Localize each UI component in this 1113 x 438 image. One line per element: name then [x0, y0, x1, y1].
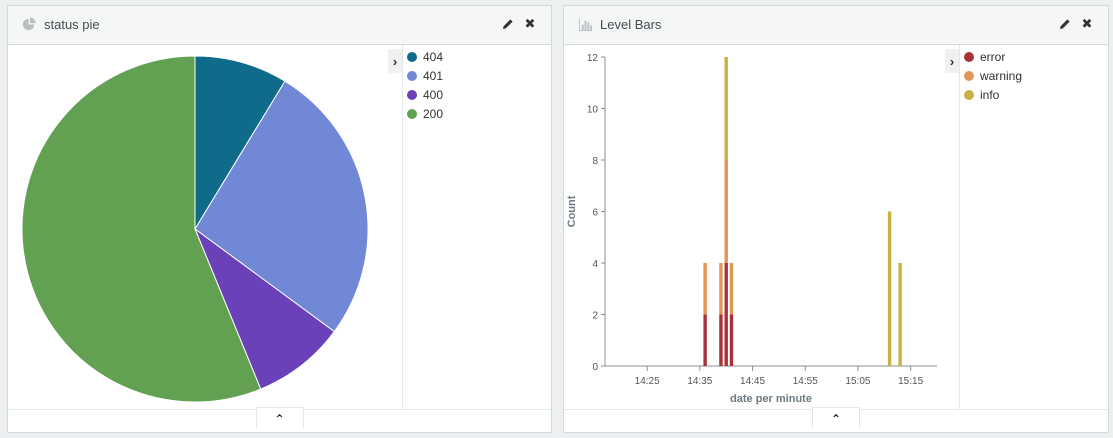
- legend-item[interactable]: 404: [407, 47, 443, 66]
- legend-label: warning: [980, 68, 1023, 83]
- legend-label: info: [980, 87, 1000, 102]
- legend-item[interactable]: info: [964, 85, 1022, 104]
- legend-dot: [407, 51, 417, 62]
- pie-chart-icon: [22, 17, 36, 31]
- legend-label: 404: [423, 49, 444, 64]
- bar-error[interactable]: [719, 314, 723, 367]
- panel-header: Level Bars ✖: [564, 6, 1108, 45]
- panel-body: 0 2 4 6 8 10 12 14:25 14:35 14:45 14:55 15:05 15:15 d…: [564, 45, 1108, 410]
- collapse-button[interactable]: ⌃: [255, 407, 304, 429]
- legend-item[interactable]: 400: [407, 85, 443, 104]
- level-bars-panel: Level Bars ✖ 0 2 4 6 8 10 12 14:25 14:35 14:45 14:…: [563, 5, 1109, 433]
- legend-item[interactable]: warning: [964, 66, 1022, 85]
- y-axis-label: Count: [566, 195, 578, 227]
- legend-dot: [407, 108, 417, 119]
- legend-toggle-button[interactable]: ›: [388, 49, 402, 73]
- panel-footer: ⌃: [8, 407, 551, 432]
- pie-slice-400[interactable]: [193, 227, 336, 390]
- legend: › 404 401 400 200: [388, 45, 551, 410]
- legend-dot: [407, 89, 417, 100]
- close-icon[interactable]: ✖: [1081, 16, 1093, 31]
- legend-dot: [407, 70, 417, 81]
- bar-warning[interactable]: [729, 263, 734, 315]
- pie-slice-404[interactable]: [194, 55, 286, 231]
- panel-body: › 404 401 400 200: [8, 45, 551, 410]
- x-tick-label: 14:25: [635, 376, 660, 387]
- legend-item[interactable]: error: [964, 47, 1022, 66]
- pie-chart: [21, 55, 369, 403]
- bar-warning[interactable]: [724, 160, 728, 263]
- bar-info[interactable]: [898, 263, 902, 366]
- panel-footer: ⌃: [564, 407, 1108, 432]
- pencil-icon[interactable]: [499, 15, 517, 33]
- legend: › error warning info: [945, 45, 1108, 410]
- y-tick-label: 0: [592, 362, 598, 373]
- y-tick-label: 2: [592, 311, 598, 322]
- legend-item[interactable]: 200: [407, 104, 443, 123]
- y-tick-label: 8: [592, 156, 598, 167]
- panel-title: status pie: [44, 17, 100, 32]
- legend-label: error: [980, 49, 1006, 64]
- legend-list: 404 401 400 200: [407, 47, 443, 123]
- x-tick-label: 14:35: [687, 376, 712, 387]
- legend-label: 200: [423, 106, 444, 121]
- y-tick-label: 4: [592, 259, 598, 270]
- y-tick-label: 6: [592, 208, 598, 219]
- bar-info[interactable]: [887, 211, 892, 367]
- panel-title: Level Bars: [600, 17, 662, 32]
- legend-item[interactable]: 401: [407, 66, 443, 85]
- pie-slice-200[interactable]: [21, 55, 262, 403]
- pie-slice-401[interactable]: [194, 80, 369, 333]
- y-tick-label: 10: [587, 105, 599, 116]
- x-axis-label: date per minute: [730, 393, 812, 405]
- legend-dot: [964, 70, 974, 81]
- close-icon[interactable]: ✖: [524, 16, 536, 31]
- legend-label: 400: [423, 87, 444, 102]
- x-tick-label: 15:15: [898, 376, 923, 387]
- panel-header: status pie ✖: [8, 6, 551, 45]
- bar-warning[interactable]: [719, 263, 723, 315]
- legend-dot: [964, 51, 974, 62]
- y-tick-label: 12: [587, 53, 599, 64]
- bar-error[interactable]: [703, 314, 707, 367]
- collapse-button[interactable]: ⌃: [812, 407, 860, 429]
- legend-list: error warning info: [964, 47, 1022, 104]
- legend-toggle-button[interactable]: ›: [945, 49, 959, 73]
- bar-chart-icon: [578, 18, 593, 32]
- bar-chart: 0 2 4 6 8 10 12 14:25 14:35 14:45 14:55 15:05 15:15 d…: [566, 53, 937, 405]
- legend-dot: [964, 89, 974, 100]
- bar-warning[interactable]: [703, 263, 707, 315]
- bar-info[interactable]: [724, 57, 728, 160]
- x-tick-label: 14:45: [740, 376, 765, 387]
- x-tick-label: 14:55: [793, 376, 818, 387]
- bar-error[interactable]: [729, 314, 734, 367]
- bar-error[interactable]: [724, 263, 728, 366]
- pencil-icon[interactable]: [1056, 15, 1074, 33]
- legend-label: 401: [423, 68, 444, 83]
- x-tick-label: 15:05: [845, 376, 870, 387]
- status-pie-panel: status pie ✖ › 404 401 400 200 ⌃: [7, 5, 552, 433]
